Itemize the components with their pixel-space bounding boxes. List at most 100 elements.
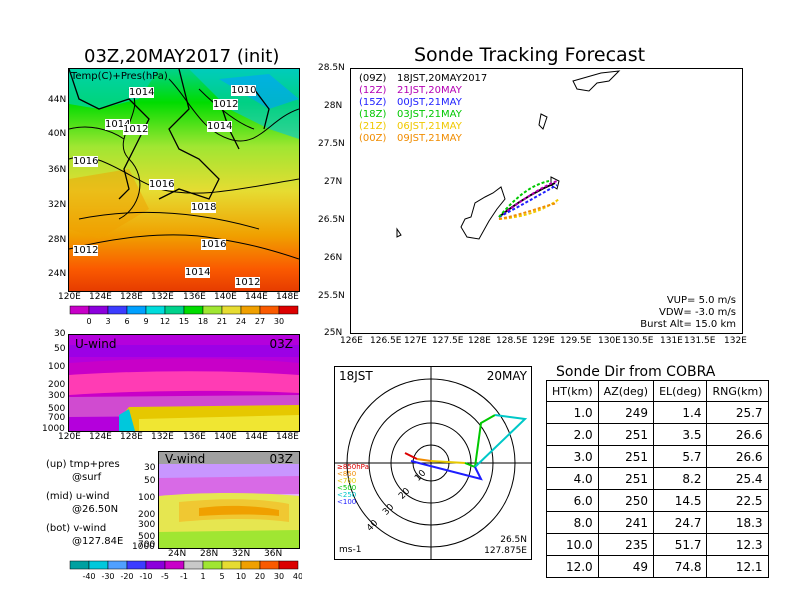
col-header: EL(deg) [653,380,708,402]
isobar-label: 1010 [231,85,257,96]
polar-date: 20MAY [486,369,527,383]
lon-tick: 128E [468,336,491,346]
p-tick: 500 [138,532,156,542]
note-line: (bot) v-wind [46,523,107,534]
colorbar-tick: 3 [105,317,110,326]
note-line: @surf [72,472,102,483]
colorbar-tick: -1 [180,572,188,581]
isobar-label: 1016 [73,156,99,167]
lon-tick: 136E [183,292,206,302]
lon-tick: 130.5E [622,336,654,346]
cell: 8.0 [546,511,599,534]
lon-tick: 124E [89,432,112,442]
table-row: 10.0 235 51.7 12.3 [546,533,769,556]
v-wind-label: V-wind [165,452,206,466]
level-item: <850 [337,470,357,478]
level-item: <500 [337,484,357,492]
lat-tick: 26.5N [318,215,345,225]
p-tick: 500 [48,404,66,414]
level-item: ≥850hPa [337,463,369,471]
colorbar-tick: 30 [274,317,284,326]
cell: 51.7 [653,533,708,556]
legend-time: 06JST,21MAY [397,121,462,132]
u-wind-panel: U-wind 03Z [68,334,300,432]
colorbar-swatch [164,560,185,570]
colorbar-tick: -5 [161,572,169,581]
colorbar-tick: 9 [143,317,148,326]
colorbar-tick: 40 [293,572,302,581]
cell: 26.6 [706,445,769,468]
lat-tick: 44N [48,95,67,105]
lon-tick: 140E [214,292,237,302]
cell: 8.2 [653,467,708,490]
colorbar-swatch [221,560,242,570]
colorbar-swatch [221,305,242,315]
temperature-field [69,69,299,291]
lon-tick: 131.5E [684,336,716,346]
temperature-colorbar: 0 3 6 9 12 15 18 21 24 27 30 [69,305,299,326]
colorbar-tick: -10 [139,572,152,581]
p-tick: 30 [54,329,66,339]
cell: 18.3 [706,511,769,534]
legend-time: 18JST,20MAY2017 [397,73,488,84]
lat-tick: 28.5N [318,63,345,73]
colorbar-swatch [240,305,261,315]
map-field-label: Temp(C)+Pres(hPa) [71,71,168,82]
lon-tick: 132E [724,336,747,346]
p-tick: 50 [54,344,66,354]
table-row: 4.0 251 8.2 25.4 [546,467,769,490]
wind-colorbar: -40 -30 -20 -10 -5 -1 1 5 10 20 30 40 [69,560,302,581]
cell: 249 [597,401,655,424]
table-row: 6.0 250 14.5 22.5 [546,489,769,512]
lat-tick: 25.5N [318,291,345,301]
lat-tick: 28N [48,235,67,245]
isobar-label: 1012 [235,277,261,288]
cell: 12.0 [546,555,599,578]
colorbar-swatch [145,560,166,570]
lat-tick: 27.5N [318,139,345,149]
colorbar-tick: 0 [86,317,91,326]
lon-tick: 127E [404,336,427,346]
polar-canvas [335,367,531,559]
colorbar-swatch [88,560,109,570]
tracking-map: (09Z) 18JST,20MAY2017 (12Z) 21JST,20MAY … [350,68,743,334]
cell: 235 [597,533,655,556]
legend-zone: (12Z) [359,85,387,96]
colorbar-tick: 27 [255,317,265,326]
cell: 25.4 [706,467,769,490]
colorbar-tick: 18 [198,317,208,326]
colorbar-tick: 15 [179,317,189,326]
cell: 251 [597,467,655,490]
table-row: 2.0 251 3.5 26.6 [546,423,769,446]
legend-time: 21JST,20MAY [397,85,462,96]
lon-tick: 120E [58,432,81,442]
lat-tick: 40N [48,129,67,139]
p-tick: 700 [138,540,156,550]
colorbar-swatch [107,305,128,315]
level-item: <250 [337,491,357,499]
colorbar-tick: 10 [236,572,246,581]
p-tick: 1000 [42,424,65,434]
colorbar-swatch [88,305,109,315]
lon-tick: 131E [660,336,683,346]
colorbar-swatch [202,560,223,570]
cell: 251 [597,445,655,468]
cell: 1.4 [653,401,708,424]
isobar-label: 1014 [207,121,233,132]
cell: 6.0 [546,489,599,512]
polar-lon: 127.875E [484,546,527,556]
lon-tick: 128E [120,432,143,442]
colorbar-swatch [259,560,280,570]
legend-zone: (15Z) [359,97,387,108]
lon-tick: 128E [120,292,143,302]
colorbar-swatch [202,305,223,315]
colorbar-swatch [69,560,90,570]
v-wind-panel: V-wind 03Z [158,451,300,549]
p-tick: 200 [138,510,156,520]
lat-tick: 28N [324,101,343,111]
lon-tick: 124E [89,292,112,302]
p-tick: 50 [144,476,156,486]
colorbar-tick: 20 [255,572,265,581]
cell: 12.1 [706,555,769,578]
lat-tick: 25N [324,328,343,338]
